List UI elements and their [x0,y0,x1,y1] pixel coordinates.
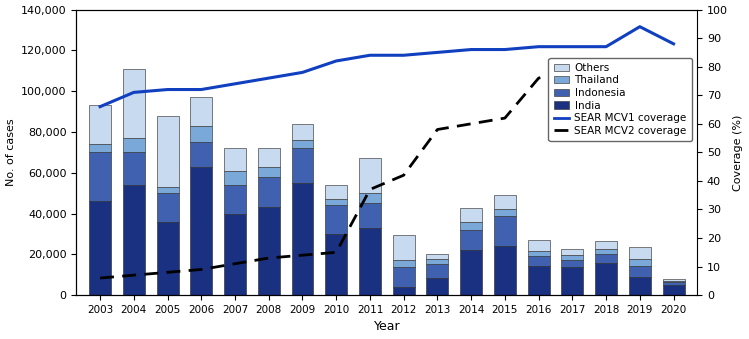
Bar [562,260,583,266]
Bar [291,124,313,140]
Bar [460,208,482,222]
Bar [663,281,685,282]
Bar [258,177,279,207]
Bar [89,105,111,144]
Bar [190,126,212,142]
Bar [426,263,449,278]
Bar [494,195,516,210]
Bar [460,222,482,230]
Bar [392,260,415,266]
Bar [359,158,381,193]
Bar [190,97,212,126]
Bar [89,144,111,152]
Bar [359,228,381,295]
Bar [629,265,651,277]
Bar [629,277,651,295]
Bar [325,185,348,199]
Bar [562,255,583,260]
Bar [359,203,381,228]
Bar [629,247,651,259]
Bar [663,282,685,285]
Bar [595,262,617,295]
Bar [224,148,246,171]
Bar [426,259,449,263]
Bar [460,250,482,295]
Bar [291,148,313,183]
Bar [224,171,246,185]
Bar [190,167,212,295]
Bar [325,199,348,205]
Bar [392,266,415,287]
Bar [527,240,550,251]
Bar [123,185,145,295]
Bar [629,259,651,265]
Bar [258,148,279,167]
Bar [562,266,583,295]
Bar [157,116,178,187]
Bar [123,138,145,152]
Bar [494,216,516,246]
Bar [123,152,145,185]
Bar [325,234,348,295]
Bar [494,210,516,216]
Bar [325,205,348,234]
Bar [157,187,178,193]
Bar [595,254,617,262]
Bar [426,278,449,295]
Bar [663,279,685,281]
Bar [258,207,279,295]
Legend: Others, Thailand, Indonesia, India, SEAR MCV1 coverage, SEAR MCV2 coverage: Others, Thailand, Indonesia, India, SEAR… [548,58,692,141]
Y-axis label: No. of cases: No. of cases [5,119,16,186]
Bar [89,201,111,295]
Bar [89,152,111,201]
Bar [392,235,415,260]
Bar [527,251,550,256]
Bar [123,69,145,138]
Bar [426,254,449,259]
Bar [562,249,583,255]
Bar [595,241,617,249]
Bar [527,256,550,265]
X-axis label: Year: Year [374,320,400,334]
Bar [291,183,313,295]
Bar [663,285,685,295]
Bar [494,246,516,295]
Bar [460,230,482,250]
Bar [157,222,178,295]
Bar [595,249,617,254]
Bar [157,193,178,222]
Bar [224,214,246,295]
Bar [392,287,415,295]
Bar [224,185,246,214]
Bar [258,167,279,177]
Bar [190,142,212,167]
Bar [527,265,550,295]
Y-axis label: Coverage (%): Coverage (%) [733,114,744,191]
Bar [359,193,381,203]
Bar [291,140,313,148]
